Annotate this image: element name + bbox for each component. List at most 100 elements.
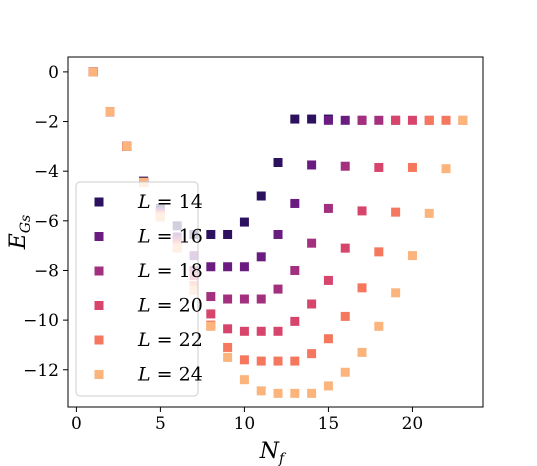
data-point (374, 162, 384, 172)
data-point (374, 115, 384, 125)
data-point (256, 294, 266, 304)
legend-swatch (94, 266, 104, 276)
legend-label: L = 20 (137, 295, 203, 317)
y-tick-label: 0 (48, 63, 59, 83)
legend: L = 14 L = 16 L = 18 L = 20 L = 22 L = 24 (75, 181, 203, 397)
x-tick-label: 20 (402, 414, 424, 434)
legend-label: L = 14 (137, 191, 203, 213)
y-tick-label: −8 (34, 261, 59, 281)
data-point (256, 356, 266, 366)
legend-item: L = 18 (94, 260, 203, 282)
x-tick-label: 5 (155, 414, 166, 434)
x-axis-label-main: N (259, 439, 280, 464)
legend-swatch (94, 370, 104, 379)
data-point (391, 207, 401, 217)
data-point (340, 311, 350, 321)
data-point (340, 243, 350, 253)
legend-item: L = 14 (94, 191, 203, 213)
data-point (239, 355, 249, 365)
data-point (323, 381, 333, 391)
y-tick-label: −10 (23, 311, 59, 331)
data-point (239, 375, 249, 385)
legend-swatch (94, 301, 104, 310)
data-point (223, 342, 233, 352)
data-point (88, 67, 98, 77)
data-point (407, 251, 417, 261)
legend-item: L = 22 (94, 329, 203, 351)
data-point (223, 324, 233, 334)
data-point (307, 160, 317, 170)
data-point (256, 191, 266, 201)
data-point (357, 283, 367, 293)
legend-label: L = 22 (137, 329, 203, 351)
data-point (223, 262, 233, 272)
data-point (256, 386, 266, 396)
data-point (206, 229, 216, 239)
data-point (239, 217, 249, 227)
data-point (374, 321, 384, 331)
y-tick-label: −6 (34, 212, 59, 232)
data-point (307, 388, 317, 398)
data-point (290, 114, 300, 124)
y-tick-label: −4 (34, 162, 59, 182)
data-point (323, 203, 333, 213)
data-point (239, 326, 249, 336)
data-point (273, 326, 283, 336)
data-point (256, 326, 266, 336)
data-point (206, 262, 216, 272)
legend-box (75, 181, 199, 397)
data-point (290, 388, 300, 398)
data-point (323, 275, 333, 285)
legend-item: L = 24 (94, 364, 203, 386)
data-point (441, 115, 451, 125)
data-point (206, 309, 216, 319)
data-point (323, 334, 333, 344)
legend-swatch (94, 232, 104, 241)
x-tick-label: 15 (318, 414, 340, 434)
data-point (223, 294, 233, 304)
data-point (290, 356, 300, 366)
data-point (206, 292, 216, 302)
data-point (458, 115, 468, 125)
legend-swatch (94, 335, 104, 345)
data-point (256, 252, 266, 262)
data-point (290, 265, 300, 275)
data-point (290, 316, 300, 326)
data-point (357, 115, 367, 125)
data-point (407, 162, 417, 172)
y-axis-label-sub: Gs (18, 215, 34, 233)
y-tick-label: −12 (23, 361, 59, 381)
data-point (307, 349, 317, 359)
data-point (424, 208, 434, 218)
x-axis-label: Nf (259, 439, 287, 466)
data-point (273, 157, 283, 167)
x-ticks: 0 5 10 15 20 (71, 407, 423, 434)
data-point (357, 206, 367, 216)
legend-item: L = 20 (94, 295, 203, 317)
y-tick-label: −2 (34, 113, 59, 133)
y-ticks: 0 −2 −4 −6 −8 −10 −12 (23, 63, 68, 381)
data-point (223, 229, 233, 239)
data-point (340, 115, 350, 125)
data-point (391, 288, 401, 298)
x-axis-label-sub: f (278, 451, 287, 466)
plot-frame (67, 56, 484, 408)
legend-label: L = 18 (137, 260, 203, 282)
y-axis-label: EGs (6, 215, 34, 250)
data-point (105, 107, 115, 117)
data-point (357, 347, 367, 357)
data-point (407, 115, 417, 125)
data-point (441, 164, 451, 174)
data-point (273, 388, 283, 398)
data-point (374, 247, 384, 257)
data-point (290, 198, 300, 208)
data-point (239, 294, 249, 304)
data-point (239, 262, 249, 272)
data-point (223, 352, 233, 362)
data-point (307, 238, 317, 248)
x-tick-label: 10 (234, 414, 256, 434)
data-point (323, 115, 333, 125)
data-point (307, 114, 317, 124)
data-point (273, 356, 283, 366)
